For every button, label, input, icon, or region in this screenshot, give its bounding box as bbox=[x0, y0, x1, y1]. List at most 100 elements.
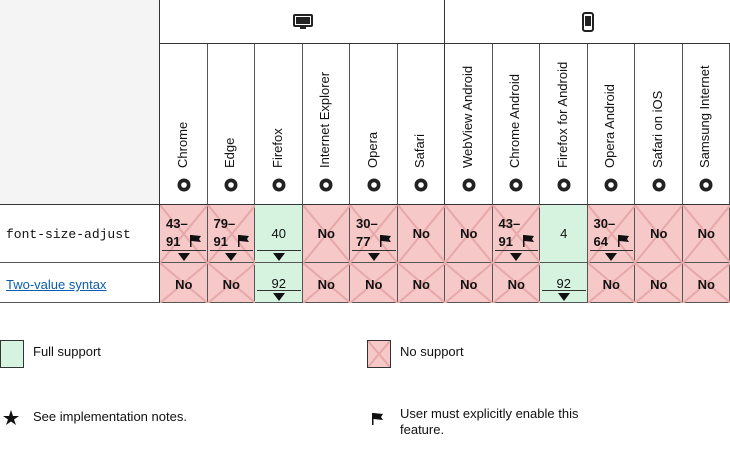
support-cell bbox=[540, 205, 588, 263]
version-text: 77 bbox=[356, 234, 371, 249]
version-text: 40 bbox=[271, 226, 286, 241]
no-support-cross bbox=[397, 205, 445, 263]
browser-name: Opera bbox=[364, 131, 380, 168]
browser-icon bbox=[224, 178, 238, 192]
flag-icon bbox=[380, 235, 391, 247]
browser-icon bbox=[462, 178, 476, 192]
browser-header bbox=[397, 44, 445, 205]
browser-header bbox=[255, 44, 303, 205]
no-label: No bbox=[412, 226, 430, 241]
browser-name: Samsung Internet bbox=[697, 65, 713, 168]
browser-icon bbox=[604, 178, 618, 192]
no-support-cross bbox=[302, 263, 350, 303]
feature-cell bbox=[0, 263, 160, 303]
expand-arrow[interactable] bbox=[272, 293, 285, 302]
browser-name: Chrome bbox=[174, 121, 190, 168]
expand-arrow[interactable] bbox=[225, 253, 238, 262]
no-label: No bbox=[650, 226, 668, 241]
no-support-cross bbox=[587, 263, 635, 303]
browser-icon bbox=[367, 178, 381, 192]
feature-name: font-size-adjust bbox=[6, 227, 131, 242]
version-text: 43– bbox=[498, 216, 521, 231]
browser-name: Firefox for Android bbox=[554, 61, 570, 168]
flag-icon bbox=[190, 235, 201, 247]
browser-name: Internet Explorer bbox=[317, 71, 333, 168]
expand-arrow[interactable] bbox=[557, 293, 570, 302]
flag-icon bbox=[617, 235, 629, 247]
version-text: 30– bbox=[593, 216, 616, 231]
expand-arrow[interactable] bbox=[272, 253, 285, 262]
no-support-cross bbox=[492, 263, 540, 303]
toggle-divider bbox=[589, 250, 633, 251]
browser-icon bbox=[414, 178, 428, 192]
no-support-cross bbox=[160, 263, 208, 303]
no-label: No bbox=[365, 277, 383, 292]
flag-icon bbox=[237, 235, 249, 247]
no-support-cross bbox=[682, 205, 730, 263]
toggle-divider bbox=[257, 250, 301, 251]
legend-full: Full support bbox=[33, 344, 101, 359]
expand-arrow[interactable] bbox=[605, 253, 618, 262]
no-label: No bbox=[317, 277, 335, 292]
desktop-icon bbox=[293, 14, 313, 29]
expand-arrow[interactable] bbox=[510, 253, 523, 262]
no-label: No bbox=[697, 277, 715, 292]
no-support-cross bbox=[350, 205, 398, 263]
browser-header bbox=[302, 44, 350, 205]
no-label: No bbox=[602, 277, 620, 292]
browser-header bbox=[445, 44, 493, 205]
browser-header bbox=[207, 44, 255, 205]
expand-arrow[interactable] bbox=[367, 253, 380, 262]
expand-arrow[interactable] bbox=[177, 253, 190, 262]
no-support-cross bbox=[397, 263, 445, 303]
mobile-group-header bbox=[445, 0, 730, 44]
no-support-cross bbox=[160, 205, 208, 263]
version-text: 43– bbox=[166, 216, 188, 231]
version-text: 92 bbox=[556, 276, 571, 291]
browser-header bbox=[160, 44, 208, 205]
flag-icon bbox=[522, 235, 534, 247]
browser-icon bbox=[699, 178, 713, 192]
no-support-cross bbox=[682, 263, 730, 303]
toggle-divider bbox=[542, 290, 586, 291]
legend-cross bbox=[368, 341, 390, 367]
legend-notes: See implementation notes. bbox=[33, 409, 187, 424]
feature-cell bbox=[0, 205, 160, 263]
corner-cell bbox=[0, 0, 160, 205]
no-support-cross bbox=[302, 205, 350, 263]
no-support-cross bbox=[207, 205, 255, 263]
no-label: No bbox=[460, 226, 478, 241]
no-support-cross bbox=[350, 263, 398, 303]
no-label: No bbox=[175, 277, 193, 292]
browser-header bbox=[540, 44, 588, 205]
version-text: 91 bbox=[498, 234, 513, 249]
desktop-group-header bbox=[160, 0, 445, 44]
no-label: No bbox=[222, 277, 240, 292]
browser-icon bbox=[272, 178, 286, 192]
legend-flag: User must explicitly enable this feature… bbox=[400, 406, 579, 437]
version-text: 92 bbox=[271, 276, 286, 291]
toggle-divider bbox=[209, 250, 253, 251]
toggle-divider bbox=[257, 290, 301, 291]
browser-name: Safari bbox=[412, 134, 428, 168]
legend-swatch-full bbox=[0, 340, 24, 368]
flag-icon bbox=[372, 413, 383, 425]
browser-header bbox=[350, 44, 398, 205]
no-label: No bbox=[507, 277, 525, 292]
browser-name: WebView Android bbox=[459, 65, 475, 168]
browser-icon bbox=[177, 178, 191, 192]
browser-header bbox=[587, 44, 635, 205]
no-support-cross bbox=[635, 263, 683, 303]
browser-name: Safari on iOS bbox=[649, 90, 665, 168]
no-label: No bbox=[317, 226, 335, 241]
browser-name: Opera Android bbox=[602, 84, 618, 168]
version-text: 4 bbox=[560, 226, 568, 241]
feature-link[interactable]: Two-value syntax bbox=[6, 277, 107, 292]
browser-icon bbox=[652, 178, 666, 192]
browser-icon bbox=[319, 178, 333, 192]
browser-icon bbox=[557, 178, 571, 192]
browser-name: Firefox bbox=[269, 128, 285, 168]
no-support-cross bbox=[445, 205, 493, 263]
legend-no: No support bbox=[400, 344, 464, 359]
